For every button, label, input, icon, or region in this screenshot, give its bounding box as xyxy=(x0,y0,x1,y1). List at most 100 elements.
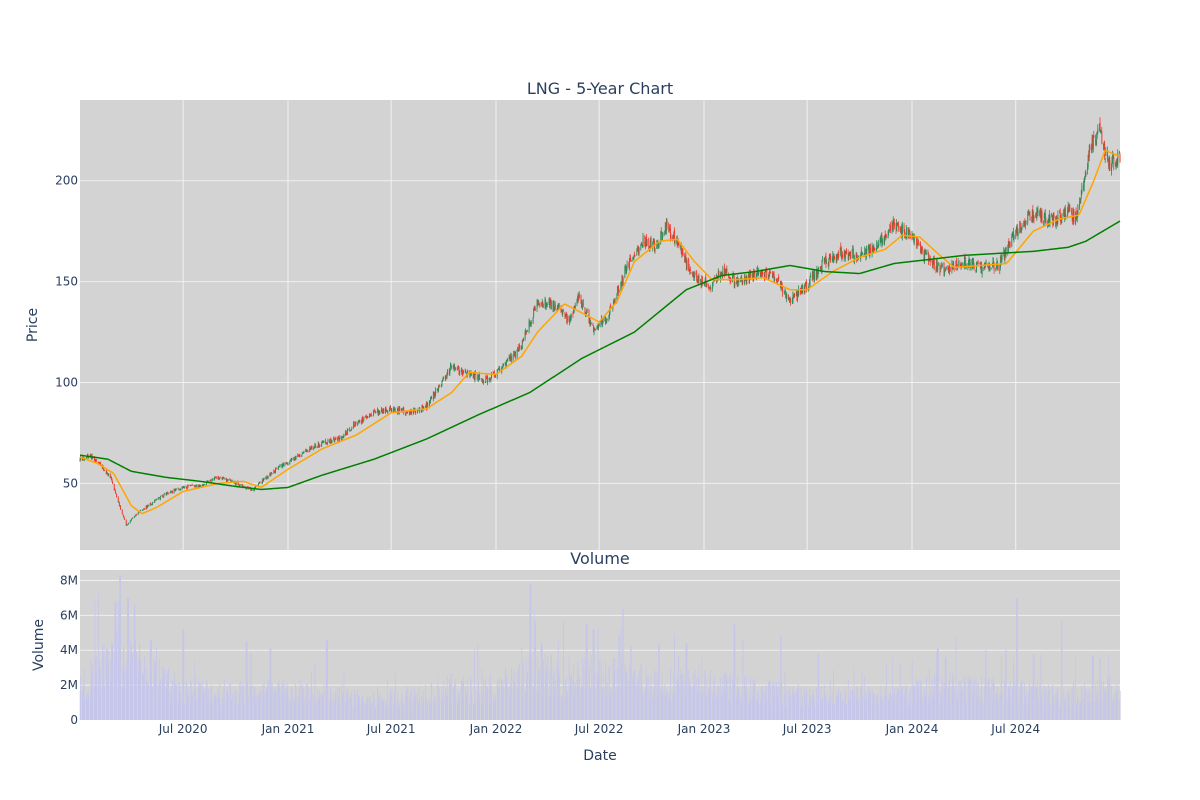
volume-bar xyxy=(577,664,579,720)
candlestick xyxy=(773,271,775,284)
volume-bar xyxy=(474,689,476,720)
candlestick xyxy=(534,305,536,312)
candlestick xyxy=(1017,224,1018,236)
volume-bar xyxy=(315,701,317,720)
candlestick xyxy=(307,449,309,453)
candlestick xyxy=(1096,130,1098,139)
volume-bar xyxy=(501,679,503,720)
volume-bar xyxy=(773,700,775,720)
volume-bar xyxy=(314,662,316,720)
volume-bar xyxy=(1017,597,1018,720)
candlestick xyxy=(964,253,966,259)
volume-bar xyxy=(574,692,576,720)
candlestick xyxy=(1108,155,1110,171)
volume-bar xyxy=(625,673,626,720)
volume-bar xyxy=(983,703,985,720)
candlestick xyxy=(506,359,508,363)
candlestick xyxy=(297,454,299,457)
date-x-tick-label: Jan 2022 xyxy=(469,722,523,736)
candlestick xyxy=(182,486,184,489)
volume-bar xyxy=(303,698,305,720)
volume-bar xyxy=(928,668,930,720)
volume-bar xyxy=(1075,702,1077,720)
candlestick xyxy=(298,454,300,457)
candlestick xyxy=(151,504,153,506)
volume-bar xyxy=(780,636,782,720)
candlestick xyxy=(932,260,934,270)
volume-bar xyxy=(197,698,199,720)
volume-bar xyxy=(474,649,475,720)
candlestick xyxy=(257,483,259,486)
candlestick xyxy=(832,250,834,262)
volume-bar xyxy=(425,684,426,720)
volume-bar xyxy=(1000,683,1002,720)
volume-bar xyxy=(745,675,747,720)
candlestick xyxy=(891,220,893,234)
candlestick xyxy=(354,421,356,427)
volume-bar xyxy=(869,688,870,720)
candlestick xyxy=(977,261,979,265)
volume-bar xyxy=(90,658,92,720)
volume-bar xyxy=(227,692,229,720)
volume-bar xyxy=(1016,597,1017,720)
candlestick xyxy=(522,338,524,343)
volume-bar xyxy=(1119,691,1121,720)
candlestick xyxy=(980,262,982,274)
volume-bar xyxy=(906,686,907,720)
volume-bar xyxy=(629,681,630,720)
volume-bar xyxy=(402,706,404,720)
candlestick xyxy=(158,497,160,498)
candlestick xyxy=(181,486,183,491)
volume-bar xyxy=(865,705,866,720)
candlestick xyxy=(485,376,487,379)
candlestick xyxy=(862,251,863,256)
candlestick xyxy=(131,518,133,520)
volume-bar xyxy=(641,683,643,720)
volume-bar xyxy=(205,688,207,720)
volume-bar xyxy=(676,678,678,720)
volume-bar xyxy=(661,686,662,720)
candlestick xyxy=(514,351,516,360)
candlestick xyxy=(646,233,647,247)
volume-bar xyxy=(588,659,590,720)
volume-bar xyxy=(916,679,918,720)
volume-bar xyxy=(374,704,376,720)
volume-bar xyxy=(386,679,388,720)
volume-bar xyxy=(305,683,307,720)
volume-bar xyxy=(470,678,471,720)
volume-bar xyxy=(816,706,818,720)
volume-bar xyxy=(198,682,200,720)
candlestick xyxy=(250,489,252,491)
volume-bar xyxy=(1115,690,1116,720)
volume-bar xyxy=(267,680,269,720)
volume-bar xyxy=(362,696,364,720)
volume-bar xyxy=(169,690,171,720)
volume-bar xyxy=(666,689,667,720)
candlestick xyxy=(1068,203,1070,213)
volume-bar xyxy=(263,682,265,720)
volume-bar xyxy=(769,681,771,720)
volume-bar xyxy=(509,693,511,720)
volume-bar xyxy=(299,686,300,720)
candlestick xyxy=(1040,207,1042,223)
volume-bar xyxy=(278,679,280,720)
volume-bar xyxy=(427,702,429,720)
candlestick xyxy=(298,453,300,458)
candlestick xyxy=(794,292,796,298)
volume-bar xyxy=(1116,689,1118,720)
candlestick xyxy=(710,286,712,293)
candlestick xyxy=(873,247,875,252)
volume-bar xyxy=(894,687,895,720)
candlestick xyxy=(952,260,954,270)
volume-bar xyxy=(1012,687,1013,720)
volume-bar xyxy=(541,643,543,720)
candlestick xyxy=(842,251,844,260)
candlestick xyxy=(273,469,275,474)
volume-bar xyxy=(494,701,496,720)
volume-bar xyxy=(829,678,831,720)
volume-bar xyxy=(313,705,315,720)
candlestick xyxy=(688,263,690,272)
volume-bar xyxy=(835,694,837,720)
candlestick xyxy=(343,433,345,438)
candlestick xyxy=(506,357,508,362)
